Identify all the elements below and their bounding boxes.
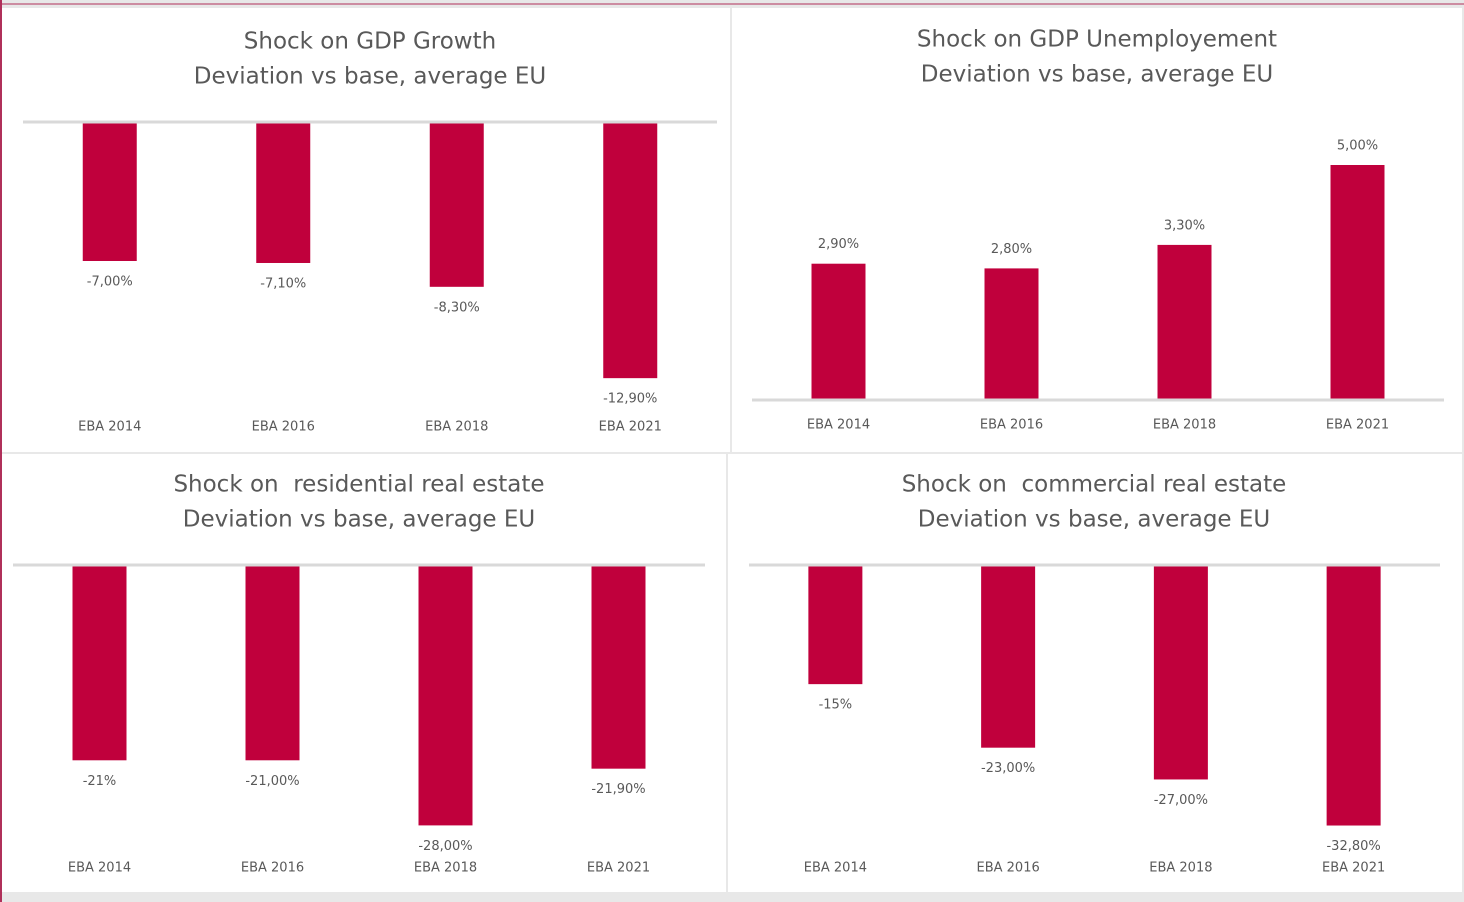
chart-title: Shock on GDP Growth [244, 29, 496, 55]
x-tick-label: EBA 2018 [414, 861, 477, 876]
data-label: 2,80% [991, 242, 1032, 257]
data-label: -21,00% [245, 774, 299, 789]
data-label: -21,90% [591, 782, 645, 797]
bar [82, 122, 137, 261]
bar [245, 565, 300, 761]
chart-subtitle: Deviation vs base, average EU [918, 507, 1271, 533]
data-label: -27,00% [1154, 793, 1208, 808]
x-tick-label: EBA 2018 [425, 420, 488, 435]
x-tick-label: EBA 2014 [807, 418, 870, 433]
bar [984, 268, 1039, 400]
chart-subtitle: Deviation vs base, average EU [183, 507, 536, 533]
data-label: -8,30% [434, 300, 480, 315]
bar [1330, 165, 1385, 400]
bar [981, 565, 1036, 748]
x-tick-label: EBA 2021 [599, 420, 662, 435]
bar [72, 565, 127, 761]
chart-subtitle: Deviation vs base, average EU [194, 64, 547, 90]
x-tick-label: EBA 2021 [587, 861, 650, 876]
x-tick-label: EBA 2016 [977, 861, 1040, 876]
x-tick-label: EBA 2014 [78, 420, 141, 435]
bar [256, 122, 311, 263]
chart-title: Shock on GDP Unemployement [917, 27, 1277, 53]
bar [591, 565, 646, 769]
data-label: 5,00% [1337, 139, 1378, 154]
x-tick-label: EBA 2016 [241, 861, 304, 876]
bar [811, 263, 866, 400]
bar [418, 565, 473, 826]
bar [1157, 244, 1212, 400]
x-tick-label: EBA 2021 [1326, 418, 1389, 433]
x-tick-label: EBA 2016 [252, 420, 315, 435]
bar [603, 122, 658, 379]
bar [1326, 565, 1381, 826]
data-label: -15% [819, 698, 853, 713]
x-tick-label: EBA 2018 [1149, 861, 1212, 876]
chart-title: Shock on residential real estate [173, 472, 544, 498]
x-tick-label: EBA 2014 [68, 861, 131, 876]
bar [429, 122, 484, 287]
data-label: 3,30% [1164, 218, 1205, 233]
data-label: -7,00% [87, 275, 133, 290]
data-label: -12,90% [603, 392, 657, 407]
x-tick-label: EBA 2018 [1153, 418, 1216, 433]
data-label: -21% [83, 774, 117, 789]
chart-title: Shock on commercial real estate [902, 472, 1287, 498]
data-label: -23,00% [981, 761, 1035, 776]
data-label: 2,90% [818, 237, 859, 252]
data-label: -32,80% [1326, 839, 1380, 854]
bar [1153, 565, 1208, 780]
x-tick-label: EBA 2014 [804, 861, 867, 876]
x-tick-label: EBA 2021 [1322, 861, 1385, 876]
data-label: -7,10% [260, 276, 306, 291]
chart-subtitle: Deviation vs base, average EU [921, 62, 1274, 88]
bar [808, 565, 863, 685]
x-tick-label: EBA 2016 [980, 418, 1043, 433]
data-label: -28,00% [418, 839, 472, 854]
